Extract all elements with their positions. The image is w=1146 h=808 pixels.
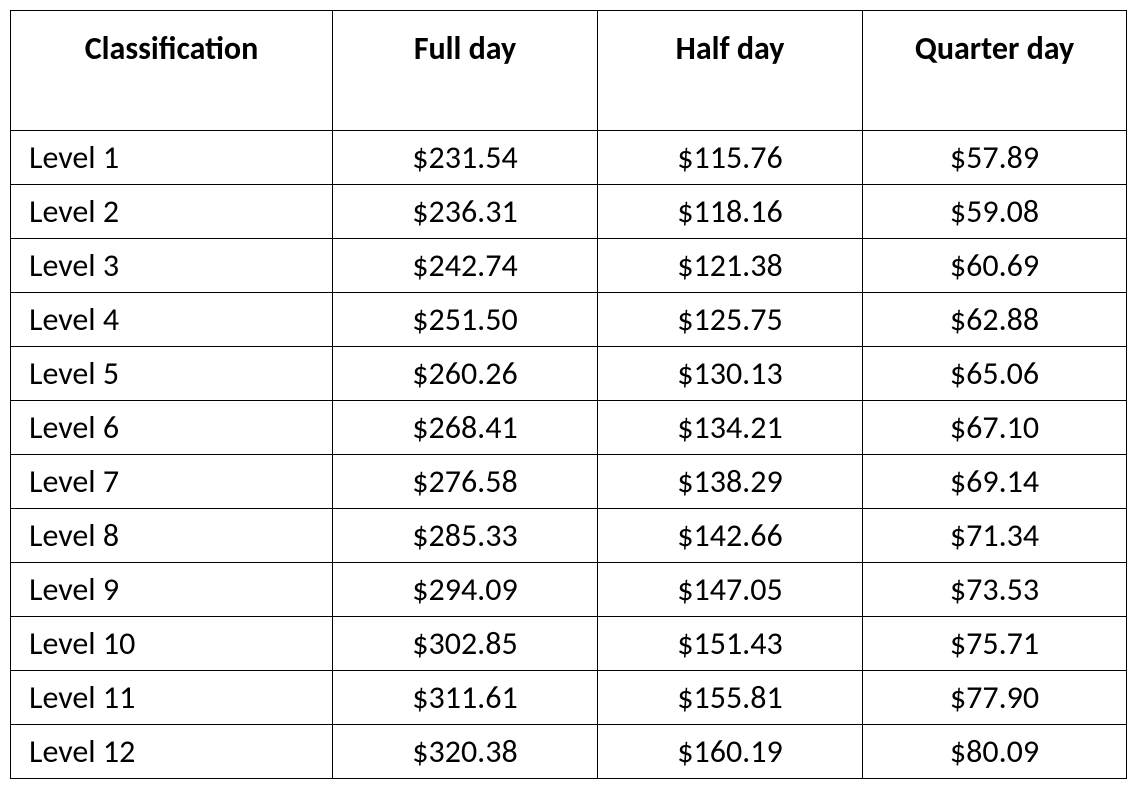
cell-quarter-day: $69.14 <box>863 455 1127 509</box>
cell-classification: Level 4 <box>11 293 333 347</box>
cell-classification: Level 7 <box>11 455 333 509</box>
cell-full-day: $260.26 <box>333 347 598 401</box>
cell-full-day: $285.33 <box>333 509 598 563</box>
cell-half-day: $130.13 <box>598 347 863 401</box>
cell-quarter-day: $62.88 <box>863 293 1127 347</box>
table-row: Level 4 $251.50 $125.75 $62.88 <box>11 293 1127 347</box>
rate-table: Classification Full day Half day Quarter… <box>10 10 1127 779</box>
cell-full-day: $294.09 <box>333 563 598 617</box>
table-row: Level 6 $268.41 $134.21 $67.10 <box>11 401 1127 455</box>
cell-full-day: $236.31 <box>333 185 598 239</box>
col-header-full-day: Full day <box>333 11 598 131</box>
cell-classification: Level 9 <box>11 563 333 617</box>
cell-quarter-day: $73.53 <box>863 563 1127 617</box>
cell-quarter-day: $71.34 <box>863 509 1127 563</box>
cell-classification: Level 6 <box>11 401 333 455</box>
cell-full-day: $231.54 <box>333 131 598 185</box>
cell-full-day: $242.74 <box>333 239 598 293</box>
cell-quarter-day: $77.90 <box>863 671 1127 725</box>
cell-classification: Level 1 <box>11 131 333 185</box>
cell-classification: Level 3 <box>11 239 333 293</box>
table-row: Level 12 $320.38 $160.19 $80.09 <box>11 725 1127 779</box>
cell-full-day: $311.61 <box>333 671 598 725</box>
col-header-classification: Classification <box>11 11 333 131</box>
table-row: Level 2 $236.31 $118.16 $59.08 <box>11 185 1127 239</box>
cell-quarter-day: $57.89 <box>863 131 1127 185</box>
cell-half-day: $147.05 <box>598 563 863 617</box>
col-header-half-day: Half day <box>598 11 863 131</box>
cell-half-day: $138.29 <box>598 455 863 509</box>
table-row: Level 9 $294.09 $147.05 $73.53 <box>11 563 1127 617</box>
cell-quarter-day: $65.06 <box>863 347 1127 401</box>
cell-half-day: $142.66 <box>598 509 863 563</box>
table-row: Level 11 $311.61 $155.81 $77.90 <box>11 671 1127 725</box>
cell-full-day: $268.41 <box>333 401 598 455</box>
cell-full-day: $251.50 <box>333 293 598 347</box>
cell-classification: Level 8 <box>11 509 333 563</box>
cell-classification: Level 10 <box>11 617 333 671</box>
table-header-row: Classification Full day Half day Quarter… <box>11 11 1127 131</box>
cell-quarter-day: $80.09 <box>863 725 1127 779</box>
cell-classification: Level 12 <box>11 725 333 779</box>
cell-full-day: $302.85 <box>333 617 598 671</box>
cell-quarter-day: $59.08 <box>863 185 1127 239</box>
cell-classification: Level 5 <box>11 347 333 401</box>
table-row: Level 7 $276.58 $138.29 $69.14 <box>11 455 1127 509</box>
cell-half-day: $115.76 <box>598 131 863 185</box>
cell-half-day: $134.21 <box>598 401 863 455</box>
cell-full-day: $320.38 <box>333 725 598 779</box>
table-row: Level 8 $285.33 $142.66 $71.34 <box>11 509 1127 563</box>
cell-half-day: $125.75 <box>598 293 863 347</box>
cell-quarter-day: $75.71 <box>863 617 1127 671</box>
cell-half-day: $151.43 <box>598 617 863 671</box>
cell-half-day: $155.81 <box>598 671 863 725</box>
table-row: Level 1 $231.54 $115.76 $57.89 <box>11 131 1127 185</box>
cell-classification: Level 11 <box>11 671 333 725</box>
table-row: Level 10 $302.85 $151.43 $75.71 <box>11 617 1127 671</box>
cell-classification: Level 2 <box>11 185 333 239</box>
table-row: Level 5 $260.26 $130.13 $65.06 <box>11 347 1127 401</box>
cell-quarter-day: $60.69 <box>863 239 1127 293</box>
cell-quarter-day: $67.10 <box>863 401 1127 455</box>
col-header-quarter-day: Quarter day <box>863 11 1127 131</box>
cell-full-day: $276.58 <box>333 455 598 509</box>
table-row: Level 3 $242.74 $121.38 $60.69 <box>11 239 1127 293</box>
cell-half-day: $160.19 <box>598 725 863 779</box>
cell-half-day: $121.38 <box>598 239 863 293</box>
cell-half-day: $118.16 <box>598 185 863 239</box>
